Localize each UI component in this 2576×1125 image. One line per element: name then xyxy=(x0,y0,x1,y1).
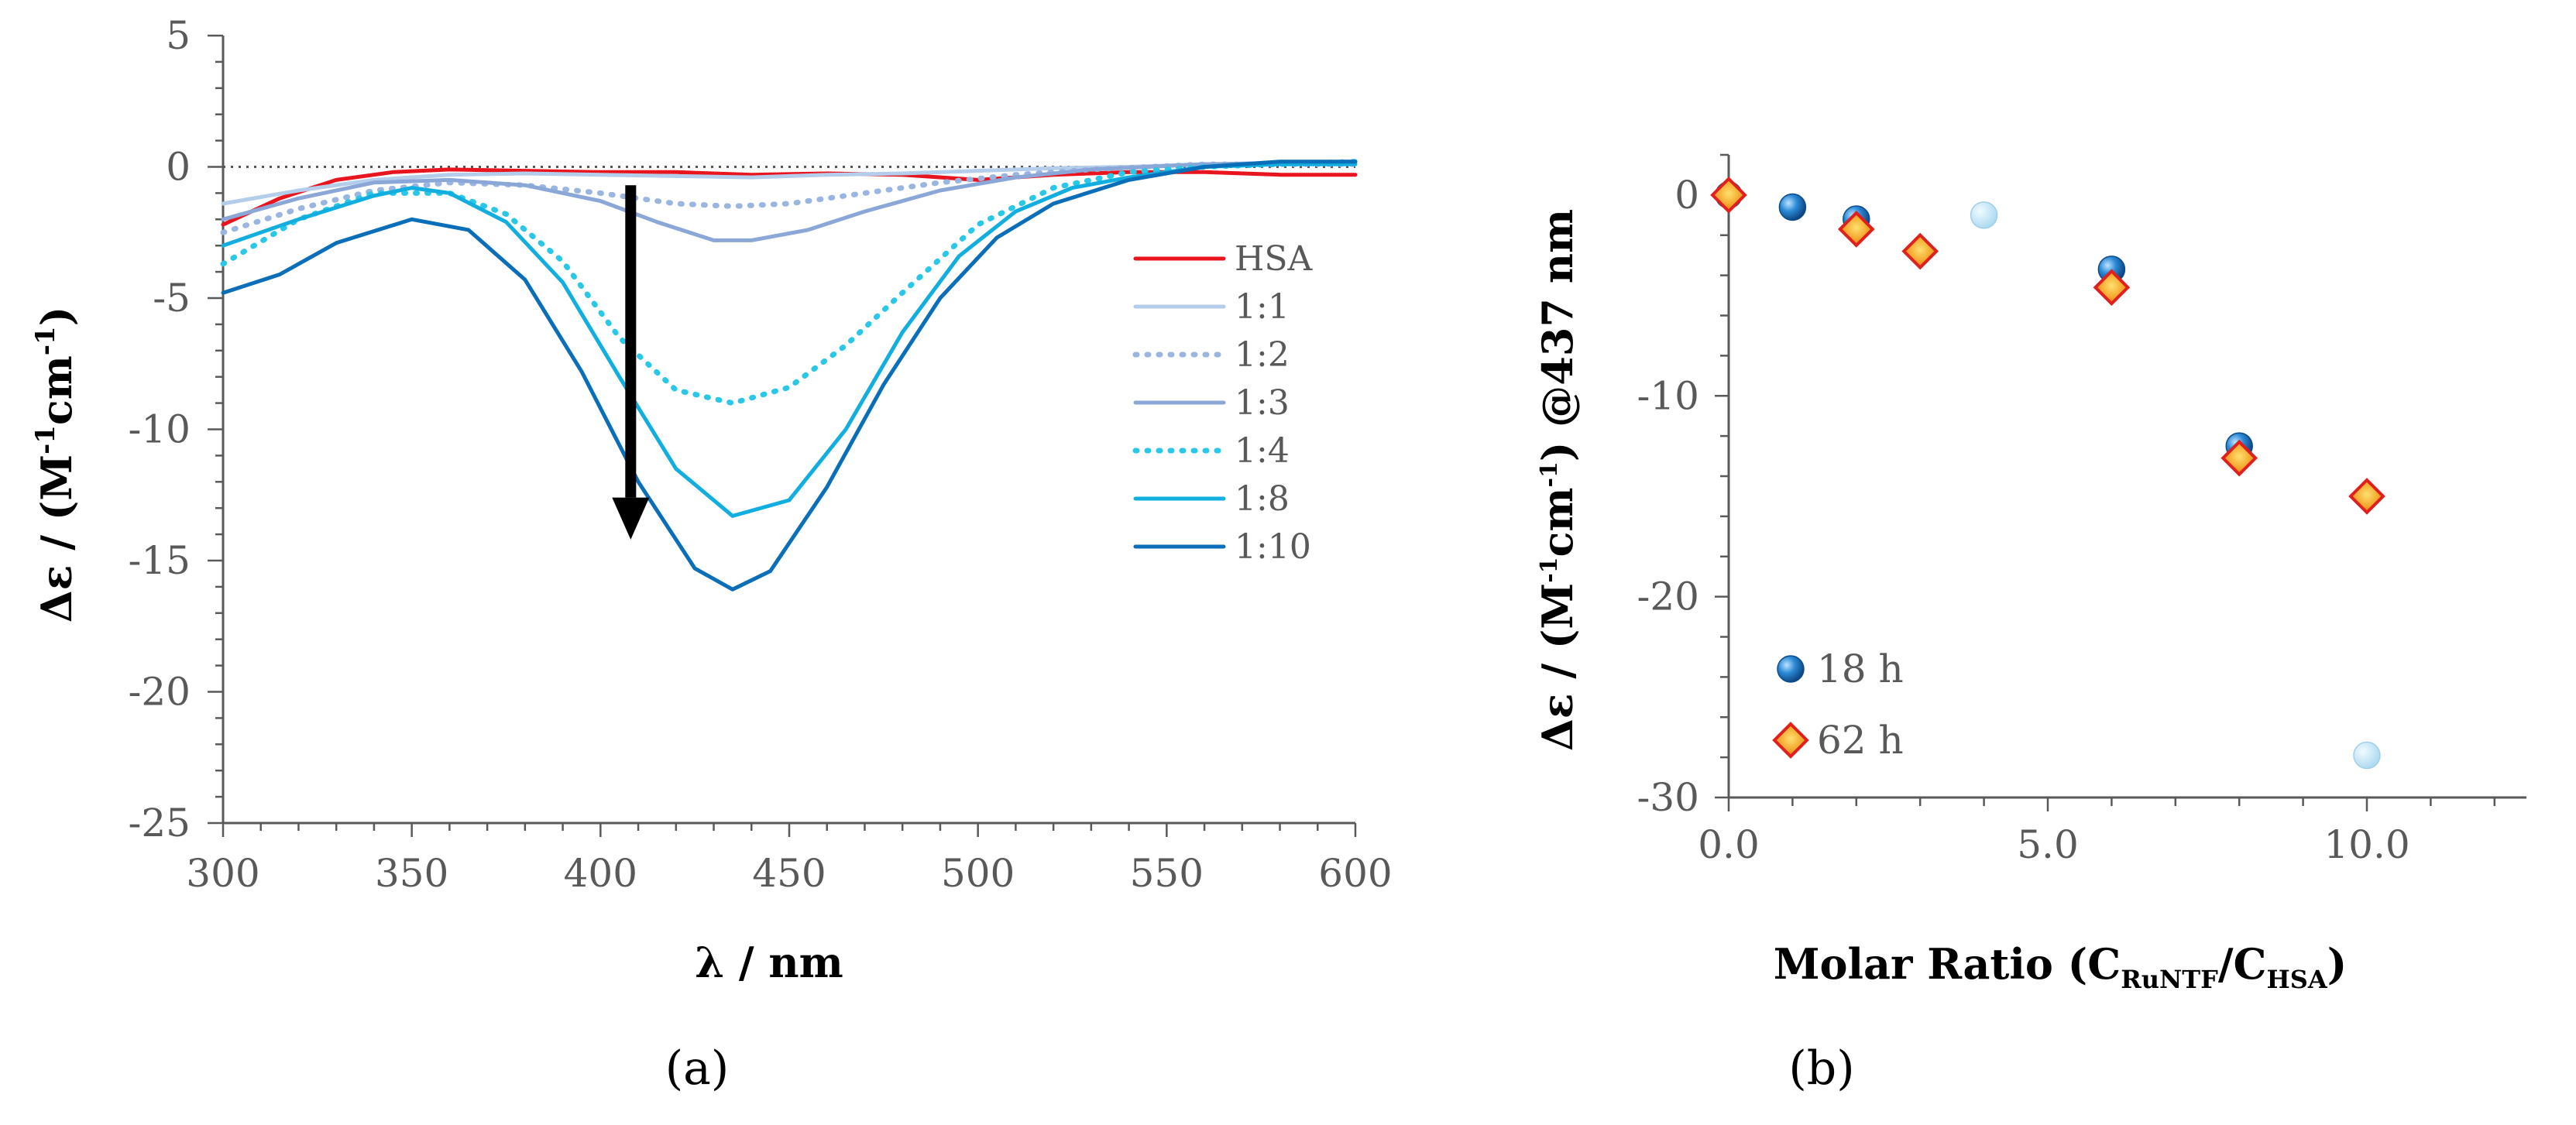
panel-b-x-tick-label: 0.0 xyxy=(1698,822,1760,867)
panel-b-legend-label: 62 h xyxy=(1817,718,1904,763)
panel-b-point-62h xyxy=(1710,177,1747,214)
panel-a-x-tick-label: 500 xyxy=(941,851,1015,896)
panel-a-y-tick-label: -25 xyxy=(128,801,191,845)
panel-b-x-tick-label: 10.0 xyxy=(2324,822,2409,867)
panel-b-x-axis-title: Molar Ratio (CRuNTF/CHSA) xyxy=(1774,939,2348,994)
panel-b-point-62h xyxy=(2348,478,2385,515)
panel-a-x-axis-title: λ / nm xyxy=(695,938,843,987)
panel-a-arrow-annotation xyxy=(612,185,650,540)
panel-a-legend-label: 1:8 xyxy=(1235,479,1290,519)
panel-b-y-axis-title: Δε / (M-1cm-1) @437 nm xyxy=(1533,209,1582,751)
panel-b-y-tick-label: 0 xyxy=(1674,173,1699,218)
panel-b-legend-marker-circle xyxy=(1777,655,1805,683)
panel-a-x-tick-label: 300 xyxy=(186,851,259,896)
panel-a-legend-label: 1:3 xyxy=(1235,383,1290,423)
panel-a-x-tick-label: 450 xyxy=(752,851,826,896)
panel-b-point-18h-faded xyxy=(1970,201,1998,229)
panel-b-y-tick-label: -20 xyxy=(1637,575,1699,619)
panel-a-series-line-1-8 xyxy=(221,162,1358,518)
panel-b-point-62h xyxy=(2093,269,2131,307)
panel-a-legend: HSA 1:1 1:2 1:3 1:4 1:8 1:10 xyxy=(1132,239,1314,567)
panel-a-y-tick-label: -20 xyxy=(128,670,191,715)
panel-a-legend-label: 1:1 xyxy=(1235,287,1290,327)
panel-a-x-tick-label: 550 xyxy=(1130,851,1204,896)
panel-a-x-tick-label: 600 xyxy=(1318,851,1392,896)
panel-a-x-tick-label: 350 xyxy=(375,851,448,896)
panel-b-series xyxy=(1710,177,2385,770)
panel-b-x-tick-label: 5.0 xyxy=(2017,822,2079,867)
panel-b-point-62h xyxy=(1837,211,1875,248)
panel-b-point-18h xyxy=(1778,193,1807,221)
panel-a-legend-label: 1:4 xyxy=(1235,431,1290,471)
panel-a-y-tick-label: 5 xyxy=(166,13,191,58)
panel-a-series-line-1-10 xyxy=(221,159,1358,592)
panel-b-point-62h xyxy=(2221,439,2258,477)
panel-a-series xyxy=(220,159,1358,592)
panel-b-axes: 0.0 5.0 10.0 0 -10 -20 -30 xyxy=(1637,153,2526,867)
panel-a-label: (a) xyxy=(665,1041,730,1096)
panel-a-y-tick-label: 0 xyxy=(166,145,191,190)
panel-a-arrow-head xyxy=(612,497,650,540)
panel-a-legend-label: HSA xyxy=(1235,239,1314,279)
panel-b-chart: 0.0 5.0 10.0 0 -10 -20 -30 18 h 62 h Molar Rati… xyxy=(1533,153,2526,994)
panel-b-legend-marker-diamond xyxy=(1772,722,1809,759)
panel-b-y-tick-label: -30 xyxy=(1637,775,1699,820)
panel-a-y-tick-label: -10 xyxy=(128,407,191,452)
panel-b-label: (b) xyxy=(1788,1041,1854,1096)
panel-b-legend-label: 18 h xyxy=(1817,647,1904,691)
panel-b-point-18h-faded xyxy=(2353,741,2381,770)
panel-a-y-tick-label: -15 xyxy=(128,538,191,583)
panel-b-y-tick-label: -10 xyxy=(1637,373,1699,418)
panel-a-y-axis-title: Δε / (M-1cm-1) xyxy=(30,307,81,623)
panel-a-x-tick-label: 400 xyxy=(564,851,637,896)
panel-b-point-62h xyxy=(1901,232,1939,270)
panel-a-legend-label: 1:2 xyxy=(1235,335,1290,375)
panel-a-legend-label: 1:10 xyxy=(1235,527,1311,567)
panel-b-legend: 18 h 62 h xyxy=(1772,647,1904,763)
panel-a-chart: 300 350 400 450 500 550 600 5 0 -5 -10 -15 -20 -25 HS… xyxy=(30,13,1393,987)
panel-a-series-line-1-4 xyxy=(220,159,1358,406)
panel-a-series-line-1-3 xyxy=(221,159,1358,242)
panel-a-y-tick-label: -5 xyxy=(153,276,191,321)
panel-a-axes: 300 350 400 450 500 550 600 5 0 -5 -10 -15 -20 -25 xyxy=(128,13,1392,896)
